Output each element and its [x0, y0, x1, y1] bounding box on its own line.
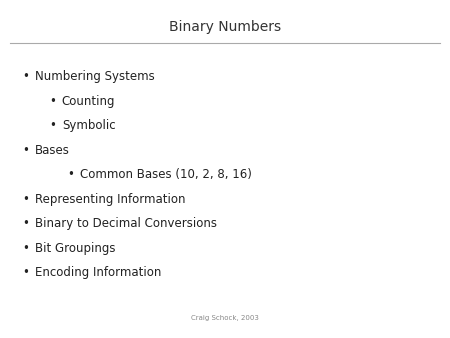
Text: Counting: Counting: [62, 95, 115, 108]
Text: Numbering Systems: Numbering Systems: [35, 70, 155, 83]
Text: Representing Information: Representing Information: [35, 193, 185, 206]
Text: Common Bases (10, 2, 8, 16): Common Bases (10, 2, 8, 16): [80, 168, 252, 181]
Text: Symbolic: Symbolic: [62, 119, 115, 132]
Text: •: •: [50, 95, 56, 108]
Text: •: •: [50, 119, 56, 132]
Text: •: •: [22, 70, 29, 83]
Text: Binary Numbers: Binary Numbers: [169, 20, 281, 33]
Text: Binary to Decimal Conversions: Binary to Decimal Conversions: [35, 217, 217, 230]
Text: Bit Groupings: Bit Groupings: [35, 242, 116, 255]
Text: •: •: [67, 168, 74, 181]
Text: Encoding Information: Encoding Information: [35, 266, 161, 279]
Text: Bases: Bases: [35, 144, 70, 157]
Text: •: •: [22, 266, 29, 279]
Text: Craig Schock, 2003: Craig Schock, 2003: [191, 315, 259, 321]
Text: •: •: [22, 193, 29, 206]
Text: •: •: [22, 144, 29, 157]
Text: •: •: [22, 217, 29, 230]
Text: •: •: [22, 242, 29, 255]
